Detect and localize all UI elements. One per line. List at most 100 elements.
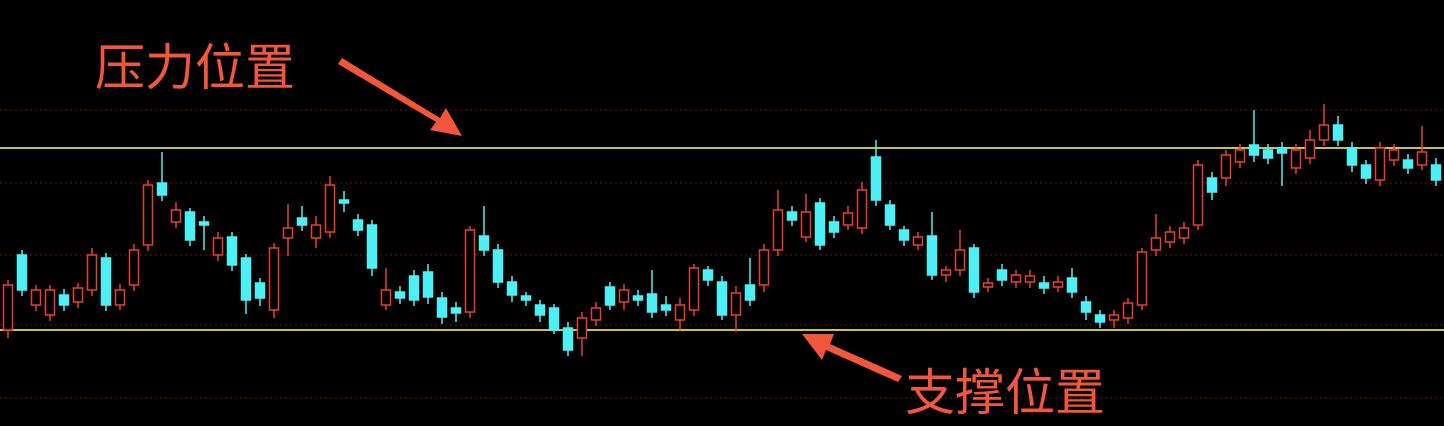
candle-body — [1066, 277, 1078, 293]
candle-body — [240, 257, 252, 301]
candle-body — [842, 212, 854, 226]
candle-body — [1276, 147, 1288, 154]
candle-body — [212, 237, 224, 256]
candle-body — [1346, 147, 1358, 166]
candle-body — [786, 211, 798, 221]
candle-body — [1192, 164, 1204, 226]
annotation-resistance: 压力位置 — [95, 39, 295, 97]
candle-body — [828, 221, 840, 233]
candle-body — [338, 199, 350, 204]
candle-body — [310, 224, 322, 239]
candle-body — [156, 182, 168, 196]
candle-body — [30, 289, 42, 306]
candle-body — [814, 202, 826, 246]
candle-body — [1136, 251, 1148, 306]
candle-body — [1234, 149, 1246, 163]
candle-body — [772, 209, 784, 251]
candle-body — [1150, 237, 1162, 251]
candle-body — [562, 327, 574, 351]
candle-body — [646, 293, 658, 313]
candle-body — [898, 229, 910, 241]
candle-body — [86, 254, 98, 291]
candle-body — [996, 269, 1008, 281]
grid — [0, 109, 1444, 399]
candle-body — [142, 184, 154, 246]
candle-body — [506, 281, 518, 296]
candle-body — [478, 235, 490, 251]
candle-body — [1374, 147, 1386, 181]
candle-body — [366, 224, 378, 269]
candle-body — [450, 307, 462, 314]
candle-body — [716, 281, 728, 316]
candle-body — [940, 269, 952, 276]
candle-body — [954, 249, 966, 271]
candle-body — [1206, 177, 1218, 193]
candle-body — [436, 297, 448, 318]
candle-body — [282, 227, 294, 239]
candle-body — [856, 189, 868, 229]
candle-body — [1416, 151, 1428, 166]
candle-body — [170, 209, 182, 223]
candle-body — [618, 289, 630, 303]
candle-body — [744, 284, 756, 301]
candle-body — [520, 295, 532, 301]
levels — [0, 147, 1444, 331]
candle-body — [352, 219, 364, 231]
candle-body — [1248, 144, 1260, 156]
arrow-resistance — [338, 58, 462, 136]
candle-body — [800, 211, 812, 238]
candle-body — [1122, 302, 1134, 319]
candle-body — [128, 249, 140, 286]
candle-body — [632, 295, 644, 301]
candle-body — [226, 236, 238, 266]
candle-body — [380, 289, 392, 306]
candle-body — [1164, 231, 1176, 243]
candle-body — [1290, 149, 1302, 169]
candle-body — [870, 156, 882, 201]
candle-body — [422, 271, 434, 298]
candle-body — [688, 267, 700, 311]
candle-body — [1094, 314, 1106, 323]
candle-body — [1360, 164, 1372, 179]
candle-body — [268, 247, 280, 311]
candle-body — [58, 294, 70, 306]
candle-body — [674, 304, 686, 321]
candle-body — [1318, 124, 1330, 141]
candle-body — [408, 275, 420, 301]
candle-body — [660, 304, 672, 311]
candle-body — [16, 254, 28, 291]
candle-body — [968, 247, 980, 293]
candle-body — [1262, 149, 1274, 159]
arrow-support — [802, 334, 902, 382]
candle-body — [114, 289, 126, 306]
candle-body — [730, 292, 742, 316]
candle-body — [926, 235, 938, 276]
candle-body — [100, 257, 112, 306]
candle-body — [758, 249, 770, 286]
candle-body — [184, 211, 196, 241]
candle-body — [1080, 301, 1092, 313]
candle-body — [492, 249, 504, 283]
candle-body — [44, 289, 56, 316]
candle-body — [324, 184, 336, 233]
candle-body — [1052, 281, 1064, 288]
candle-body — [1220, 154, 1232, 179]
candle-body — [534, 304, 546, 316]
candle-body — [1024, 275, 1036, 283]
candle-body — [1010, 274, 1022, 283]
candle-body — [702, 269, 714, 281]
candle-body — [1038, 282, 1050, 289]
candle-body — [72, 287, 84, 303]
candle-body — [576, 317, 588, 339]
candle-body — [1430, 164, 1442, 181]
candle-body — [1304, 139, 1316, 159]
candle-body — [884, 204, 896, 226]
candle-body — [394, 291, 406, 299]
annotation-support: 支撑位置 — [905, 364, 1105, 422]
candle-body — [2, 284, 14, 331]
candle-body — [912, 236, 924, 246]
candle-body — [464, 229, 476, 313]
